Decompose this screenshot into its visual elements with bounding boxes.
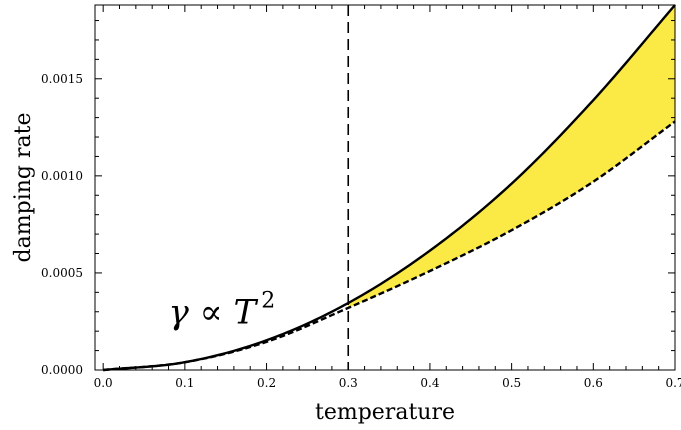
- plot-frame: [94, 4, 676, 371]
- x-axis-title: temperature: [315, 400, 455, 425]
- x-tick-label: 0.6: [584, 376, 603, 390]
- dashed-curve: [103, 120, 676, 372]
- annotation-text: γ ∝ T: [169, 292, 259, 332]
- plot-area: [103, 4, 676, 372]
- y-tick-label: 0.0000: [41, 363, 83, 377]
- y-tick-label: 0.0015: [41, 72, 83, 86]
- y-tick-label: 0.0005: [41, 266, 83, 280]
- x-tick-label: 0.0: [94, 376, 113, 390]
- shaded-band: [348, 5, 675, 308]
- gamma-proportional-annotation: γ ∝ T 2: [169, 288, 276, 332]
- x-tick-label: 0.3: [339, 376, 358, 390]
- y-axis-title: damping rate: [11, 113, 36, 263]
- x-tick-label: 0.7: [665, 376, 681, 390]
- x-tick-label: 0.1: [175, 376, 194, 390]
- x-tick-label: 0.5: [502, 376, 521, 390]
- y-tick-label: 0.0010: [41, 169, 83, 183]
- x-tick-label: 0.2: [257, 376, 276, 390]
- annotation-superscript: 2: [261, 288, 275, 313]
- x-tick-label: 0.4: [420, 376, 439, 390]
- axis-ticks: 0.0 0.1 0.2 0.3 0.4 0.5 0.6 0.7 0.0000 0.0005 0.00…: [41, 5, 681, 390]
